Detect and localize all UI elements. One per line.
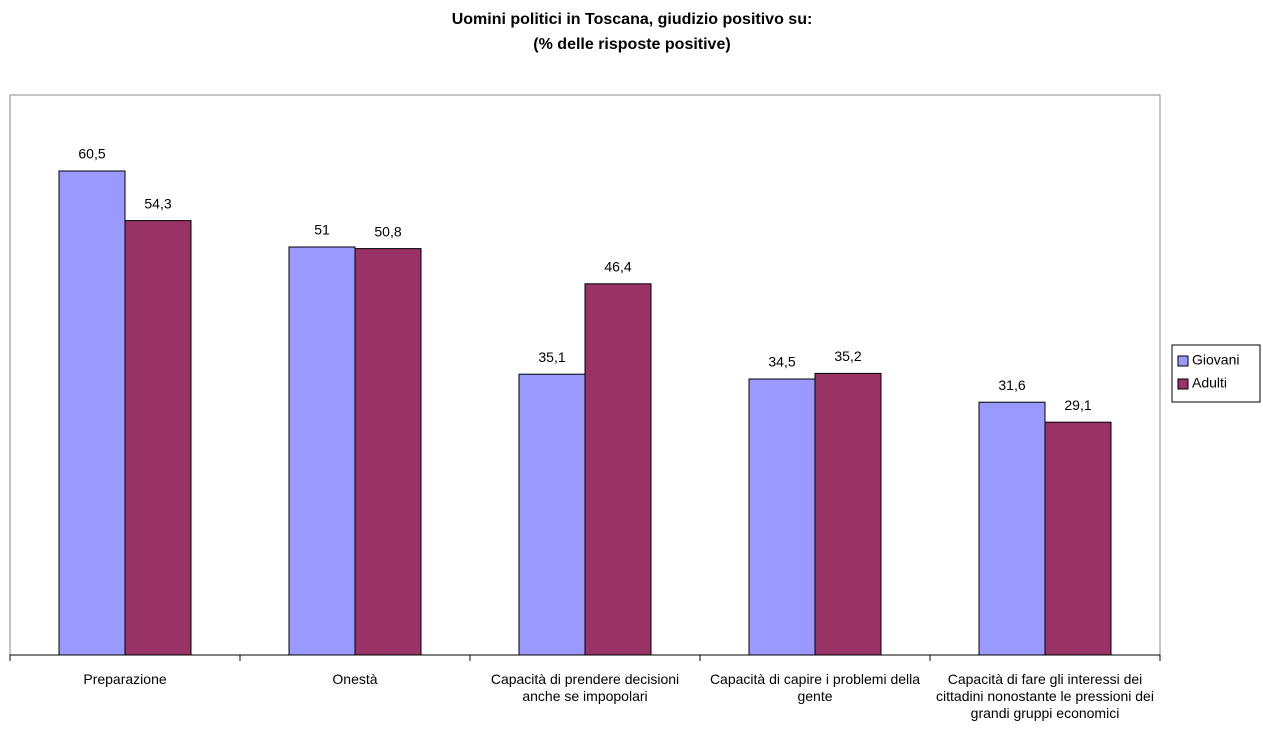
legend-box [1171,344,1261,403]
value-label: 35,1 [538,349,565,365]
bar [584,283,652,656]
x-tick-label: Capacità di capire i problemi della gent… [709,671,921,704]
value-label: 50,8 [374,223,401,239]
x-tick-label: Preparazione [83,671,167,687]
bar [748,378,816,656]
legend-swatch [1177,355,1189,367]
value-label: 31,6 [998,377,1025,393]
value-label: 34,5 [768,354,795,370]
x-tick-label: Capacità di prendere decisioni anche se … [490,671,680,704]
value-label: 54,3 [144,195,171,211]
bar [288,246,356,656]
value-label: 35,2 [834,348,861,364]
chart-subtitle: (% delle risposte positive) [533,36,730,53]
bar [58,170,126,656]
legend-label: Giovani [1192,352,1239,368]
chart-title: Uomini politici in Toscana, giudizio pos… [452,11,813,28]
bar [354,248,422,656]
bar [1044,421,1112,656]
bar [814,372,882,656]
value-label: 46,4 [604,259,631,275]
legend-label: Adulti [1192,375,1227,391]
legend-swatch [1177,378,1189,390]
x-tick-label: Capacità di fare gli interessi dei citta… [936,671,1154,721]
x-tick-label: Onestà [332,671,378,687]
value-label: 60,5 [78,146,105,162]
value-label: 29,1 [1064,397,1091,413]
bar [978,401,1046,656]
value-label: 51 [314,222,330,238]
bar [518,373,586,656]
bar [124,220,192,656]
